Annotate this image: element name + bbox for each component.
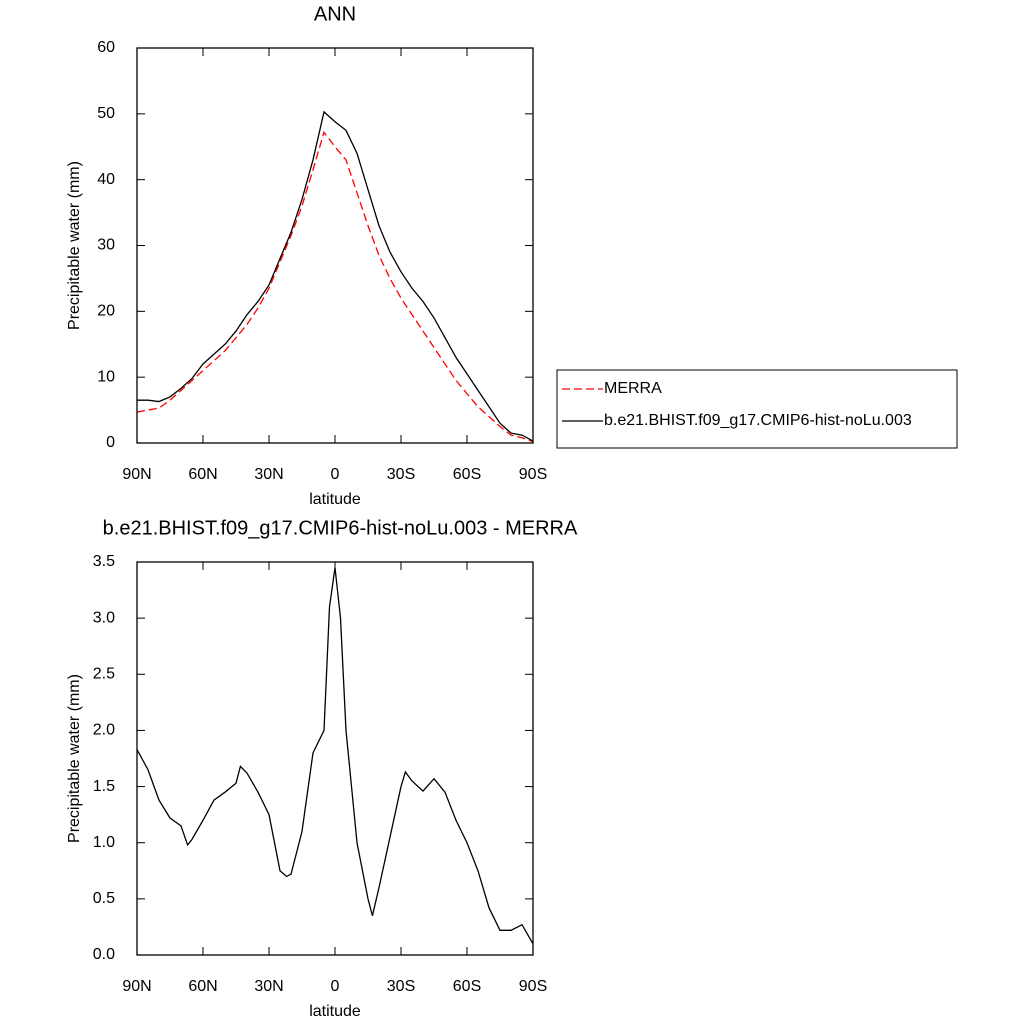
x-axis-label: latitude (309, 1003, 361, 1020)
x-tick-label: 30S (387, 978, 415, 995)
x-tick-label: 30S (387, 466, 415, 483)
legend-box (556, 369, 958, 449)
y-tick-label: 3.0 (93, 609, 115, 626)
plot-frame (136, 561, 534, 956)
legend-label: b.e21.BHIST.f09_g17.CMIP6-hist-noLu.003 (604, 412, 912, 429)
y-axis-label: Precipitable water (mm) (66, 674, 83, 843)
y-tick-label: 10 (97, 368, 115, 385)
y-tick-label: 1.0 (93, 834, 115, 851)
x-tick-label: 0 (331, 466, 340, 483)
y-axis-label: Precipitable water (mm) (66, 161, 83, 330)
line (136, 130, 534, 443)
line (137, 110, 534, 442)
y-tick-label: 50 (97, 105, 115, 122)
x-tick-label: 0 (331, 978, 340, 995)
y-tick-label: 0.0 (93, 946, 115, 963)
y-tick-label: 0.5 (93, 890, 115, 907)
x-tick-label: 60S (453, 466, 481, 483)
y-tick-label: 2.5 (93, 666, 115, 683)
x-tick-label: 60N (188, 978, 217, 995)
y-tick-label: 20 (97, 303, 115, 320)
y-tick-label: 2.0 (93, 722, 115, 739)
x-axis-label: latitude (309, 491, 361, 508)
y-tick-label: 30 (97, 237, 115, 254)
x-tick-label: 60N (188, 466, 217, 483)
y-tick-label: 1.5 (93, 778, 115, 795)
x-tick-label: 90N (122, 466, 151, 483)
legend-label: MERRA (604, 380, 662, 397)
x-tick-label: 30N (254, 978, 283, 995)
x-tick-label: 60S (453, 978, 481, 995)
x-tick-label: 90S (519, 978, 547, 995)
line (136, 567, 534, 945)
y-tick-label: 0 (106, 434, 115, 451)
chart-title: ANN (314, 3, 356, 25)
y-tick-label: 40 (97, 171, 115, 188)
x-tick-label: 30N (254, 466, 283, 483)
chart-title: b.e21.BHIST.f09_g17.CMIP6-hist-noLu.003 … (103, 517, 578, 539)
x-tick-label: 90S (519, 466, 547, 483)
y-tick-label: 3.5 (93, 553, 115, 570)
x-tick-label: 90N (122, 978, 151, 995)
y-tick-label: 60 (97, 39, 115, 56)
